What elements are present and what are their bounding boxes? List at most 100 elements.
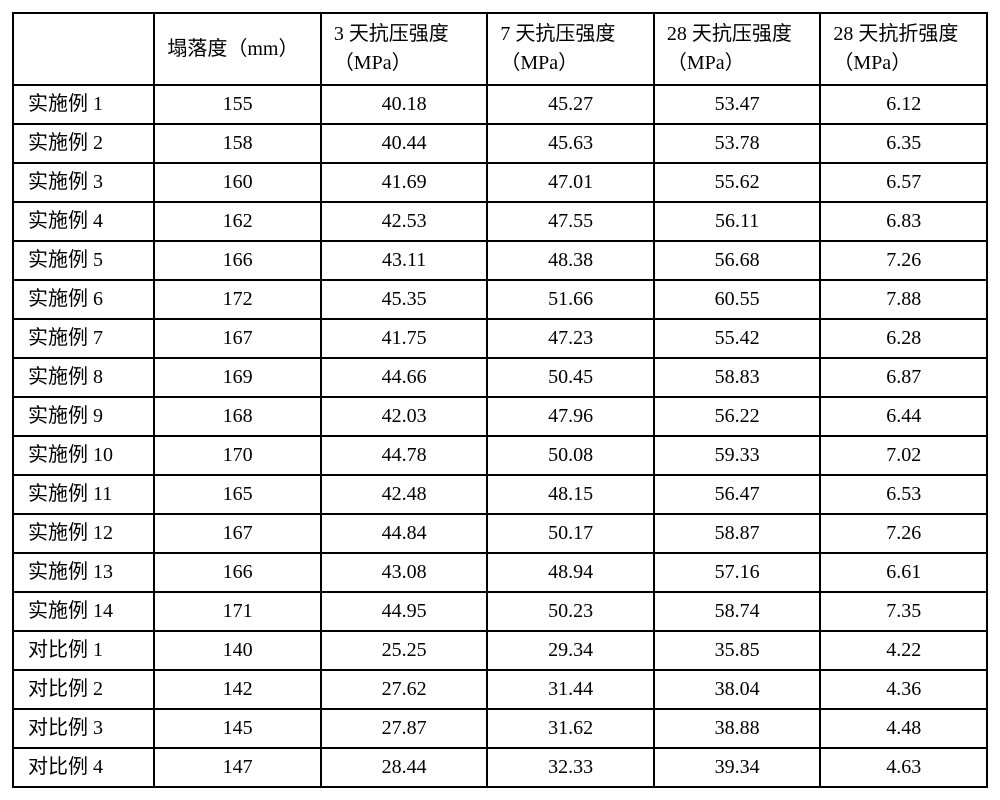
data-cell: 53.47 [654, 85, 821, 124]
data-cell: 43.08 [321, 553, 488, 592]
column-header: 28 天抗折强度（MPa） [820, 13, 987, 85]
data-cell: 42.48 [321, 475, 488, 514]
table-row: 实施例 916842.0347.9656.226.44 [13, 397, 987, 436]
data-cell: 42.03 [321, 397, 488, 436]
table-row: 实施例 1017044.7850.0859.337.02 [13, 436, 987, 475]
row-label-cell: 实施例 4 [13, 202, 154, 241]
data-cell: 166 [154, 241, 320, 280]
row-label-cell: 实施例 3 [13, 163, 154, 202]
data-cell: 38.88 [654, 709, 821, 748]
data-cell: 50.23 [487, 592, 654, 631]
data-cell: 4.63 [820, 748, 987, 787]
data-cell: 7.88 [820, 280, 987, 319]
data-cell: 169 [154, 358, 320, 397]
data-cell: 56.22 [654, 397, 821, 436]
data-cell: 57.16 [654, 553, 821, 592]
table-head: 塌落度（mm） 3 天抗压强度（MPa） 7 天抗压强度（MPa） 28 天抗压… [13, 13, 987, 85]
row-label-cell: 实施例 8 [13, 358, 154, 397]
data-cell: 35.85 [654, 631, 821, 670]
data-cell: 60.55 [654, 280, 821, 319]
column-header: 28 天抗压强度（MPa） [654, 13, 821, 85]
data-cell: 44.66 [321, 358, 488, 397]
table-row: 实施例 1417144.9550.2358.747.35 [13, 592, 987, 631]
column-header [13, 13, 154, 85]
data-cell: 43.11 [321, 241, 488, 280]
data-cell: 48.38 [487, 241, 654, 280]
data-cell: 145 [154, 709, 320, 748]
table-row: 实施例 516643.1148.3856.687.26 [13, 241, 987, 280]
data-cell: 25.25 [321, 631, 488, 670]
data-cell: 50.45 [487, 358, 654, 397]
data-cell: 6.83 [820, 202, 987, 241]
table-row: 实施例 1316643.0848.9457.166.61 [13, 553, 987, 592]
table-row: 实施例 215840.4445.6353.786.35 [13, 124, 987, 163]
row-label-cell: 实施例 14 [13, 592, 154, 631]
data-cell: 6.35 [820, 124, 987, 163]
row-label-cell: 实施例 7 [13, 319, 154, 358]
table-row: 对比例 414728.4432.3339.344.63 [13, 748, 987, 787]
data-cell: 50.08 [487, 436, 654, 475]
data-cell: 6.61 [820, 553, 987, 592]
row-label-cell: 对比例 3 [13, 709, 154, 748]
data-cell: 56.68 [654, 241, 821, 280]
data-cell: 155 [154, 85, 320, 124]
data-cell: 27.87 [321, 709, 488, 748]
data-cell: 140 [154, 631, 320, 670]
data-cell: 47.01 [487, 163, 654, 202]
table-row: 对比例 214227.6231.4438.044.36 [13, 670, 987, 709]
data-cell: 170 [154, 436, 320, 475]
data-cell: 4.22 [820, 631, 987, 670]
data-cell: 45.27 [487, 85, 654, 124]
table-row: 实施例 1216744.8450.1758.877.26 [13, 514, 987, 553]
data-cell: 4.36 [820, 670, 987, 709]
row-label-cell: 实施例 11 [13, 475, 154, 514]
data-cell: 45.35 [321, 280, 488, 319]
data-cell: 6.44 [820, 397, 987, 436]
data-cell: 162 [154, 202, 320, 241]
data-cell: 40.44 [321, 124, 488, 163]
data-cell: 44.78 [321, 436, 488, 475]
row-label-cell: 实施例 13 [13, 553, 154, 592]
data-cell: 166 [154, 553, 320, 592]
table-row: 实施例 816944.6650.4558.836.87 [13, 358, 987, 397]
data-cell: 171 [154, 592, 320, 631]
data-cell: 55.42 [654, 319, 821, 358]
row-label-cell: 实施例 6 [13, 280, 154, 319]
data-cell: 7.26 [820, 241, 987, 280]
data-cell: 32.33 [487, 748, 654, 787]
data-cell: 50.17 [487, 514, 654, 553]
data-cell: 44.84 [321, 514, 488, 553]
data-cell: 38.04 [654, 670, 821, 709]
data-cell: 167 [154, 319, 320, 358]
data-cell: 51.66 [487, 280, 654, 319]
column-header: 7 天抗压强度（MPa） [487, 13, 654, 85]
data-cell: 47.96 [487, 397, 654, 436]
data-cell: 147 [154, 748, 320, 787]
data-cell: 6.12 [820, 85, 987, 124]
data-cell: 59.33 [654, 436, 821, 475]
header-row: 塌落度（mm） 3 天抗压强度（MPa） 7 天抗压强度（MPa） 28 天抗压… [13, 13, 987, 85]
table-row: 对比例 114025.2529.3435.854.22 [13, 631, 987, 670]
data-cell: 158 [154, 124, 320, 163]
data-cell: 172 [154, 280, 320, 319]
data-cell: 56.11 [654, 202, 821, 241]
data-cell: 53.78 [654, 124, 821, 163]
data-cell: 6.57 [820, 163, 987, 202]
row-label-cell: 实施例 10 [13, 436, 154, 475]
data-cell: 6.87 [820, 358, 987, 397]
data-cell: 31.44 [487, 670, 654, 709]
data-cell: 168 [154, 397, 320, 436]
row-label-cell: 实施例 1 [13, 85, 154, 124]
data-cell: 47.55 [487, 202, 654, 241]
row-label-cell: 实施例 2 [13, 124, 154, 163]
data-cell: 142 [154, 670, 320, 709]
table-row: 对比例 314527.8731.6238.884.48 [13, 709, 987, 748]
table-row: 实施例 316041.6947.0155.626.57 [13, 163, 987, 202]
data-cell: 29.34 [487, 631, 654, 670]
data-cell: 27.62 [321, 670, 488, 709]
data-cell: 48.15 [487, 475, 654, 514]
table-row: 实施例 416242.5347.5556.116.83 [13, 202, 987, 241]
data-cell: 58.74 [654, 592, 821, 631]
column-header: 塌落度（mm） [154, 13, 320, 85]
data-cell: 4.48 [820, 709, 987, 748]
